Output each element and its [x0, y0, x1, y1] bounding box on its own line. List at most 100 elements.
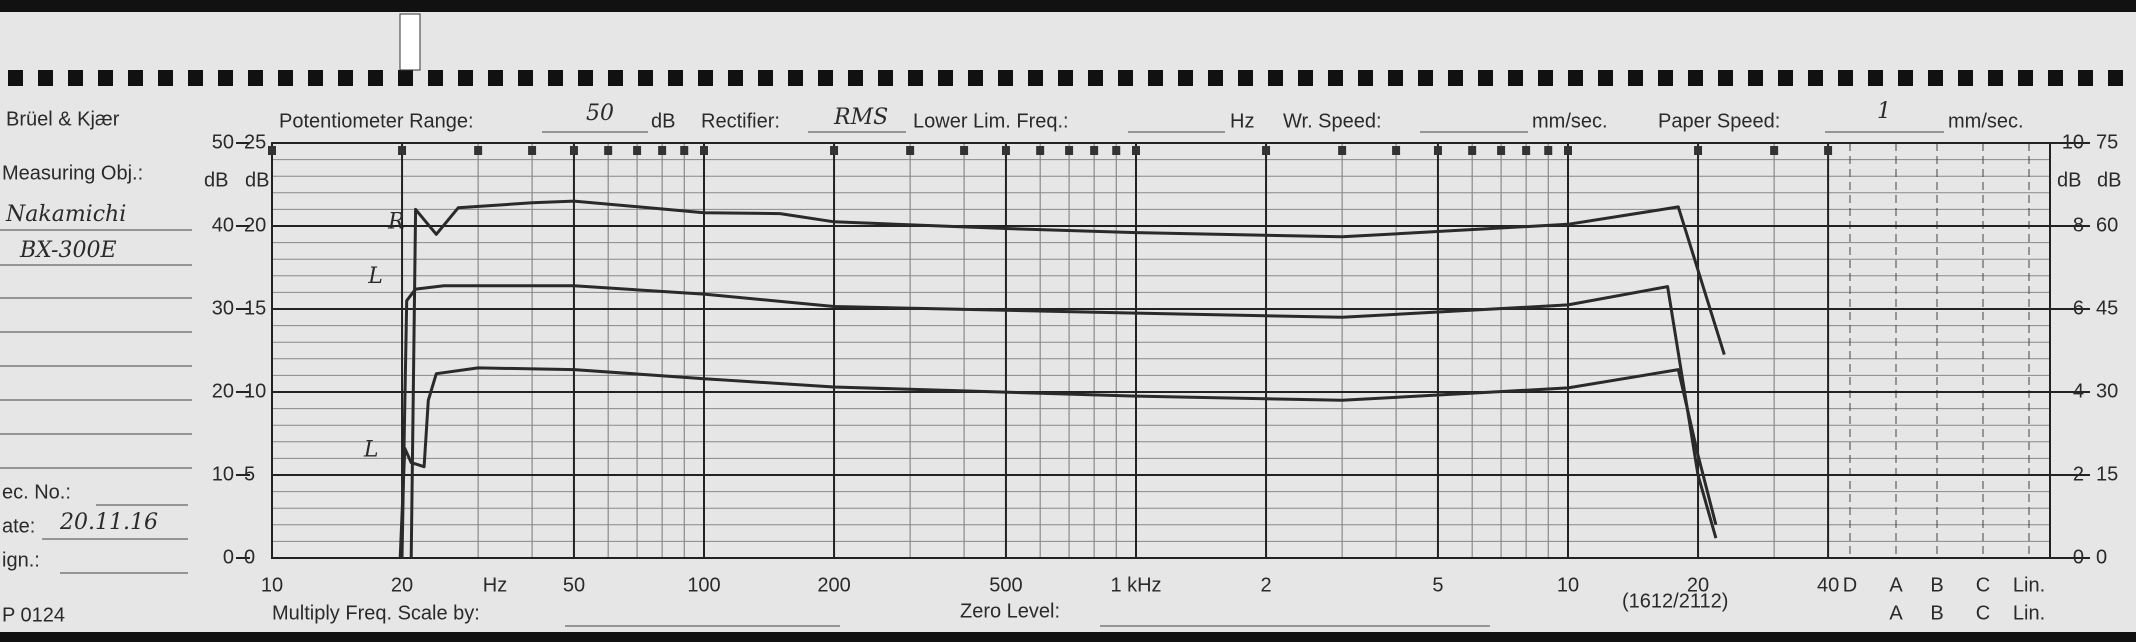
y2-tick-label: 15 [2096, 463, 2118, 485]
top-marker [960, 146, 969, 155]
series-label: L [363, 438, 379, 463]
sprocket [1268, 70, 1283, 86]
label: Paper Speed: [1658, 110, 1780, 132]
sprocket [1178, 70, 1193, 86]
y-alt-tick-label: 15 [244, 297, 266, 319]
top-marker [1522, 146, 1531, 155]
sprocket [278, 70, 293, 86]
sprocket [668, 70, 683, 86]
x-tick-label: 10 [1557, 574, 1579, 596]
label: Hz [1230, 110, 1254, 132]
sprocket [2018, 70, 2033, 86]
weighting-label: Lin. [2013, 602, 2045, 624]
sprocket [1058, 70, 1073, 86]
sprocket [578, 70, 593, 86]
top-marker [1112, 146, 1121, 155]
sprocket [638, 70, 653, 86]
sprocket [2078, 70, 2093, 86]
top-marker [1564, 146, 1572, 155]
x-tick-label: 5 [1432, 574, 1443, 596]
value: 20.11.16 [59, 510, 158, 535]
weighting-label: C [1976, 574, 1990, 596]
top-marker [1694, 146, 1703, 155]
label: Rectifier: [701, 110, 780, 132]
sprocket [1538, 70, 1553, 86]
top-marker [658, 146, 667, 155]
sprocket [548, 70, 563, 86]
sprocket [8, 70, 23, 86]
sprocket [938, 70, 953, 86]
x-tick-label: 2 [1260, 574, 1271, 596]
sprocket [458, 70, 473, 86]
sprocket [188, 70, 203, 86]
sprocket [608, 70, 623, 86]
top-marker [1262, 146, 1271, 155]
top-marker [1090, 146, 1099, 155]
x-tick-label: 50 [563, 574, 585, 596]
y-tick-label: 0 [223, 546, 234, 568]
y-unit: dB [2097, 169, 2121, 191]
top-marker [1468, 146, 1477, 155]
pen-marker [399, 13, 421, 71]
label: Multiply Freq. Scale by: [272, 602, 480, 624]
top-marker [528, 146, 537, 155]
top-marker [1770, 146, 1779, 155]
top-marker [474, 146, 483, 155]
sprocket [908, 70, 923, 86]
y-tick-label: 50 [212, 131, 234, 153]
value: RMS [833, 105, 888, 130]
y2-tick-label: 30 [2096, 380, 2118, 402]
sprocket [1238, 70, 1253, 86]
top-marker [1036, 146, 1045, 155]
top-marker [268, 146, 276, 155]
sprocket [1838, 70, 1853, 86]
y-alt-tick-label: 25 [244, 131, 266, 153]
label: Measuring Obj.: [2, 162, 143, 184]
y-alt-tick-label: 20 [244, 214, 266, 236]
sprocket [1568, 70, 1583, 86]
top-marker [1824, 146, 1833, 155]
weighting-label: Lin. [2013, 574, 2045, 596]
label: Lower Lim. Freq.: [913, 110, 1069, 132]
sprocket [1388, 70, 1403, 86]
sprocket [248, 70, 263, 86]
y2-alt-tick-label: 2 [2073, 463, 2084, 485]
y2-tick-label: 75 [2096, 131, 2118, 153]
curve [400, 284, 1718, 559]
sprocket [1448, 70, 1463, 86]
label: P 0124 [2, 604, 65, 626]
weighting-label: A [1889, 602, 1903, 624]
y2-tick-label: 45 [2096, 297, 2118, 319]
sprocket [1808, 70, 1823, 86]
top-marker [906, 146, 915, 155]
top-marker [633, 146, 642, 155]
sprocket [1778, 70, 1793, 86]
y-unit: dB [204, 169, 228, 191]
sprocket [1148, 70, 1163, 86]
x-tick-label: 1 kHz [1110, 574, 1161, 596]
y2-tick-label: 0 [2096, 546, 2107, 568]
sprocket [1208, 70, 1223, 86]
sprocket [68, 70, 83, 86]
top-marker [1001, 146, 1010, 155]
y2-alt-tick-label: 0 [2073, 546, 2084, 568]
label: (1612/2112) [1622, 590, 1728, 612]
series-label: R [387, 209, 405, 234]
sprocket [1028, 70, 1043, 86]
sprocket [1628, 70, 1643, 86]
sprocket [338, 70, 353, 86]
label: Wr. Speed: [1283, 110, 1382, 132]
top-marker [1132, 146, 1140, 155]
sprocket [968, 70, 983, 86]
top-marker [604, 146, 613, 155]
label: Zero Level: [960, 600, 1060, 622]
brand: Brüel & Kjær [6, 108, 120, 130]
weighting-label: B [1930, 602, 1943, 624]
label: ec. No.: [2, 481, 71, 503]
value: BX-300E [19, 238, 117, 263]
weighting-label: D [1843, 574, 1857, 596]
sprocket [368, 70, 383, 86]
sprocket [2108, 70, 2123, 86]
